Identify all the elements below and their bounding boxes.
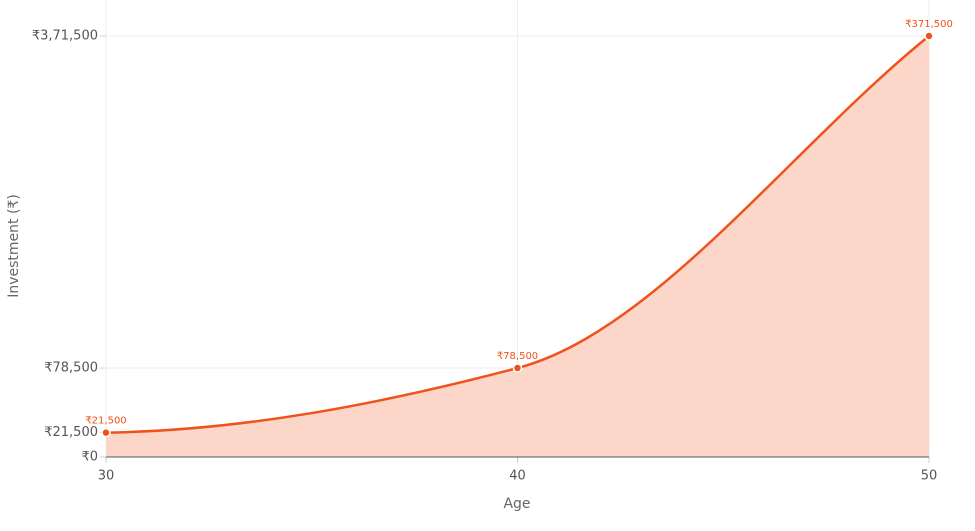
- y-tick-label: ₹3,71,500: [32, 29, 98, 44]
- y-tick-label: ₹0: [81, 450, 98, 465]
- x-tick-label: 40: [509, 469, 526, 484]
- x-tick-label: 50: [921, 469, 938, 484]
- data-label: ₹21,500: [85, 416, 126, 427]
- y-tick-label: ₹21,500: [44, 425, 98, 440]
- x-tick-label: 30: [98, 469, 115, 484]
- line: [105, 35, 930, 434]
- y-axis-title: Investment (₹): [6, 194, 22, 298]
- point: [924, 31, 934, 41]
- point: [101, 427, 111, 438]
- data-label: ₹78,500: [497, 351, 538, 362]
- point: [512, 363, 523, 373]
- data-label: ₹371,500: [905, 19, 953, 30]
- x-axis-title: Age: [503, 496, 530, 512]
- y-tick-label: ₹78,500: [44, 361, 98, 376]
- area: [106, 36, 929, 457]
